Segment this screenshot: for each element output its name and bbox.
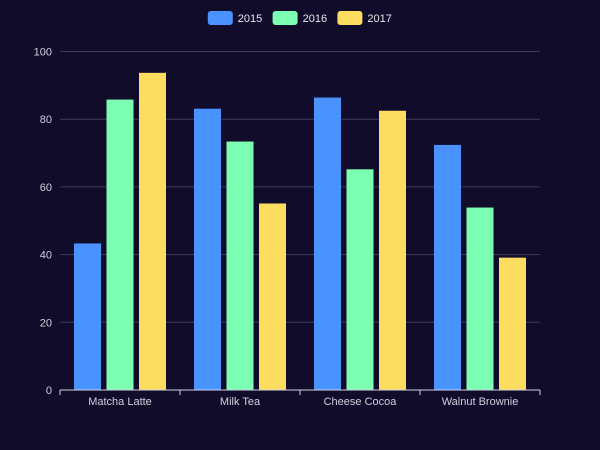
bar-2017-2[interactable] [259,203,286,390]
legend-swatch [272,11,298,25]
bar-2016-2[interactable] [226,141,254,390]
legend-swatch [337,11,363,25]
bar-2016-4[interactable] [466,207,494,390]
y-tick-label: 60 [40,182,52,194]
legend-label: 2015 [238,13,262,25]
x-tick-label: Matcha Latte [88,396,152,408]
legend-item-2017[interactable]: 2017 [337,11,392,25]
legend-swatch [207,11,233,25]
x-tick-label: Milk Tea [220,396,261,408]
bar-2017-1[interactable] [139,72,166,390]
y-tick-label: 100 [34,47,52,59]
bars [74,72,526,391]
bar-2017-3[interactable] [379,110,406,391]
x-axis: Matcha Latte Milk Tea Cheese Cocoa Walnut B… [59,389,541,408]
x-tick-label: Walnut Brownie [442,396,519,408]
legend-item-2015[interactable]: 2015 [207,11,262,25]
bar-2016-3[interactable] [346,169,374,390]
y-tick-label: 80 [40,114,52,126]
legend-label: 2017 [367,13,391,25]
y-axis: 0 20 40 60 80 100 [34,47,52,398]
bar-2015-3[interactable] [314,97,341,390]
bar-2016-1[interactable] [106,99,134,390]
y-tick-label: 40 [40,250,52,262]
bar-2015-4[interactable] [434,144,461,390]
x-tick-label: Cheese Cocoa [324,396,398,408]
legend-item-2016[interactable]: 2016 [272,11,327,25]
y-tick-label: 20 [40,317,52,329]
legend-label: 2016 [303,13,327,25]
bar-2015-1[interactable] [74,243,101,390]
legend: 2015 2016 2017 [207,11,392,25]
bar-2017-4[interactable] [499,257,526,390]
y-tick-label: 0 [46,385,52,397]
bar-2015-2[interactable] [194,108,221,391]
